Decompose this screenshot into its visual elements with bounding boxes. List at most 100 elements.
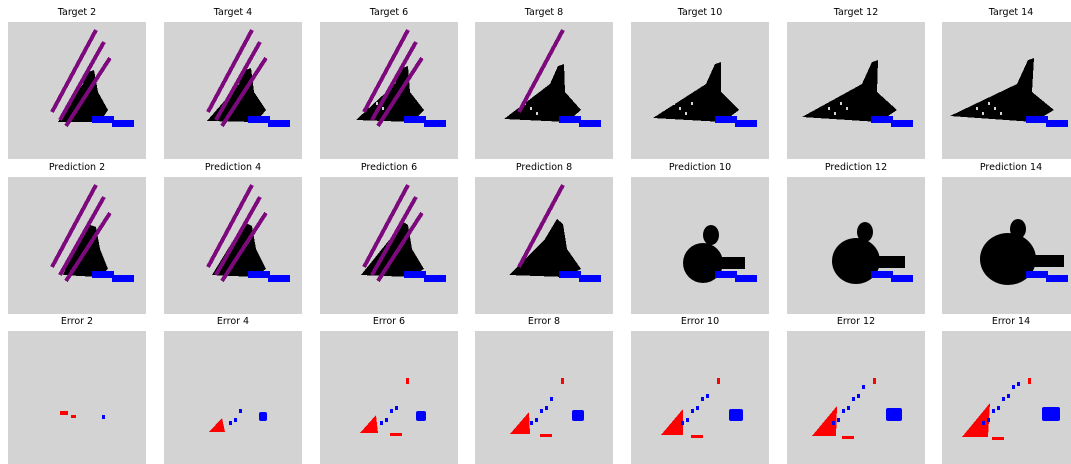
panel-background <box>475 331 613 464</box>
blue-block <box>579 275 601 282</box>
blue-block <box>404 271 426 278</box>
error-blue <box>530 421 533 425</box>
error-blue <box>1002 397 1005 401</box>
panel-title: Target 14 <box>988 7 1034 18</box>
panel <box>631 177 769 314</box>
blue-block <box>715 116 737 123</box>
panel <box>164 177 302 314</box>
black-shape <box>857 222 873 242</box>
panel <box>631 331 769 464</box>
error-red <box>691 435 703 438</box>
panel <box>942 22 1071 159</box>
panel-background <box>8 331 146 464</box>
black-shape <box>1022 255 1064 267</box>
error-red <box>540 434 552 437</box>
error-blue <box>572 410 584 421</box>
blue-block <box>112 120 134 127</box>
panel <box>475 331 613 464</box>
panel <box>164 22 302 159</box>
panel-title: Error 6 <box>373 316 405 327</box>
panel-title: Prediction 14 <box>980 162 1042 173</box>
blue-block <box>92 116 114 123</box>
error-blue <box>832 421 835 425</box>
gap <box>685 112 687 115</box>
panel <box>320 22 458 159</box>
panel-title: Prediction 10 <box>669 162 731 173</box>
panel <box>942 177 1071 314</box>
error-blue <box>837 418 840 422</box>
error-red <box>873 378 876 384</box>
panel <box>475 22 613 159</box>
error-blue <box>234 418 237 422</box>
gap <box>828 107 830 110</box>
error-blue <box>540 409 543 413</box>
panel <box>787 177 925 314</box>
panel <box>631 22 769 159</box>
panel-title: Error 8 <box>528 316 560 327</box>
error-blue <box>395 406 398 410</box>
error-blue <box>842 409 845 413</box>
error-red <box>1028 378 1031 384</box>
gap <box>846 107 848 110</box>
black-shape <box>1010 219 1026 239</box>
error-blue <box>681 421 684 425</box>
panel <box>475 177 613 314</box>
blue-block <box>871 116 893 123</box>
error-blue <box>550 397 553 401</box>
blue-block <box>424 275 446 282</box>
gap <box>822 102 824 105</box>
error-blue <box>259 412 267 421</box>
blue-block <box>735 275 757 282</box>
panel-title: Error 4 <box>217 316 249 327</box>
panel-title: Target 2 <box>57 7 96 18</box>
gap <box>982 112 984 115</box>
panel <box>787 331 925 464</box>
error-blue <box>857 394 860 398</box>
error-red <box>992 437 1004 440</box>
panel <box>8 331 146 464</box>
error-blue <box>102 415 105 419</box>
error-blue <box>416 411 426 421</box>
blue-block <box>248 116 270 123</box>
error-blue <box>535 418 538 422</box>
blue-block <box>871 271 893 278</box>
gap <box>970 102 972 105</box>
panel-title: Prediction 4 <box>205 162 261 173</box>
error-blue <box>691 409 694 413</box>
error-red <box>71 415 76 418</box>
black-shape <box>703 225 719 245</box>
gap <box>834 112 836 115</box>
error-blue <box>1007 394 1010 398</box>
blue-block <box>1026 271 1048 278</box>
panel-title: Prediction 6 <box>361 162 417 173</box>
panel-title: Target 10 <box>677 7 723 18</box>
blue-block <box>268 120 290 127</box>
panel-title: Target 4 <box>213 7 252 18</box>
error-blue <box>380 421 383 425</box>
gap <box>994 107 996 110</box>
gap <box>536 112 538 115</box>
blue-block <box>268 275 290 282</box>
panel-title: Prediction 8 <box>516 162 572 173</box>
blue-block <box>404 116 426 123</box>
black-shape <box>867 256 905 268</box>
figure: Target 2Target 4Target 6Target 8Target 1… <box>0 0 1071 464</box>
panel-background <box>164 331 302 464</box>
error-red <box>60 411 68 415</box>
gap <box>382 107 384 110</box>
panel-title: Error 14 <box>992 316 1030 327</box>
blue-block <box>1046 275 1068 282</box>
error-blue <box>729 409 743 421</box>
blue-block <box>579 120 601 127</box>
panel-title: Error 2 <box>61 316 93 327</box>
blue-block <box>92 271 114 278</box>
error-blue <box>701 397 704 401</box>
error-blue <box>545 406 548 410</box>
error-blue <box>886 408 902 421</box>
error-blue <box>1042 407 1060 421</box>
panel-title: Error 10 <box>681 316 719 327</box>
blue-block <box>891 275 913 282</box>
error-red <box>717 378 720 384</box>
panel <box>8 177 146 314</box>
blue-block <box>1046 120 1068 127</box>
